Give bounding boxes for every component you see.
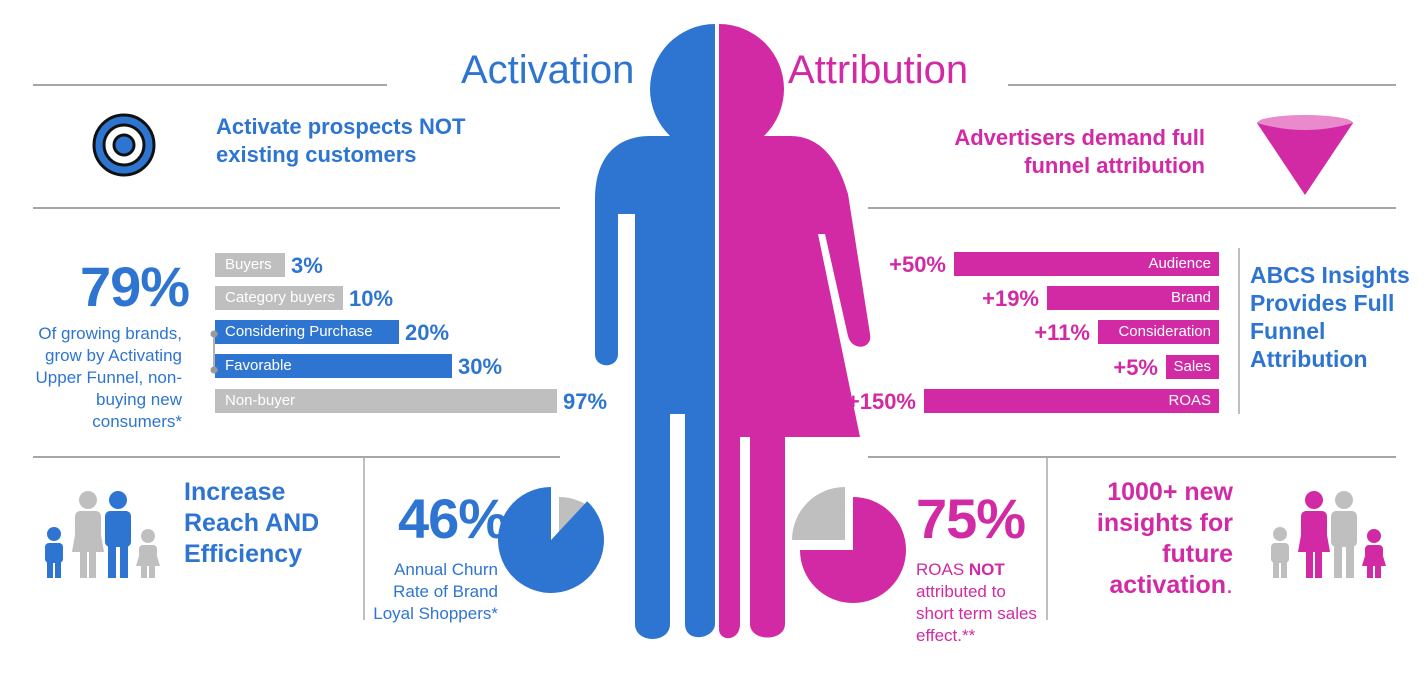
attribution-title: Attribution xyxy=(788,48,969,92)
right-bar-value: +150% xyxy=(846,389,916,414)
person-icon xyxy=(595,24,871,639)
target-icon xyxy=(92,113,156,177)
divider xyxy=(1238,248,1240,414)
left-bar-non-buyer: Non-buyer xyxy=(215,389,557,413)
stat-79-value: 79% xyxy=(80,255,190,318)
left-bar-value: 20% xyxy=(405,320,450,345)
left-bar-considering-purchase: Considering Purchase xyxy=(215,320,399,344)
left-bar-favorable: Favorable xyxy=(215,354,452,378)
right-bar-value: +50% xyxy=(889,252,946,277)
right-bar-consideration: Consideration xyxy=(1098,320,1219,344)
new-insights-main: 1000+ new insights for future activation xyxy=(1096,478,1233,599)
roas-pie xyxy=(792,487,906,603)
right-bar-audience: Audience xyxy=(954,252,1219,276)
new-insights-text: 1000+ new insights for future activation… xyxy=(1060,477,1233,601)
divider xyxy=(33,84,387,86)
divider xyxy=(363,458,365,620)
pie-slice-value xyxy=(498,487,604,593)
bar-connector xyxy=(210,330,218,374)
churn-pie xyxy=(498,487,604,593)
right-bar-value: +11% xyxy=(1034,320,1090,345)
pie-slice-value xyxy=(800,497,906,603)
divider xyxy=(33,456,560,458)
left-bar-value: 30% xyxy=(458,354,503,379)
abcs-insights-text: ABCS Insights Provides Full Funnel Attri… xyxy=(1250,262,1410,372)
right-bar-brand: Brand xyxy=(1047,286,1219,310)
advertisers-headline: Advertisers demand full funnel attributi… xyxy=(954,125,1205,178)
roas-caption-bold: NOT xyxy=(968,560,1005,579)
stat-79-caption: Of growing brands, grow by Activating Up… xyxy=(35,324,182,431)
family-icon xyxy=(1271,491,1386,578)
divider xyxy=(33,207,560,209)
family-icon xyxy=(45,491,160,578)
roas-caption-prefix: ROAS xyxy=(916,560,969,579)
left-bar-value: 97% xyxy=(563,389,608,414)
right-bar-roas: ROAS xyxy=(924,389,1219,413)
divider xyxy=(1046,458,1048,620)
funnel-icon xyxy=(1257,115,1353,195)
divider xyxy=(868,207,1396,209)
right-bar-value: +5% xyxy=(1113,355,1158,380)
right-bar-value: +19% xyxy=(982,286,1039,311)
roas-value: 75% xyxy=(916,487,1026,550)
left-bar-value: 3% xyxy=(291,253,323,278)
churn-value: 46% xyxy=(398,487,508,550)
divider xyxy=(1008,84,1396,86)
left-bar-category-buyers: Category buyers xyxy=(215,286,343,310)
right-bar-sales: Sales xyxy=(1166,355,1219,379)
reach-text: Increase Reach AND Efficiency xyxy=(184,478,320,568)
activate-headline: Activate prospects NOT existing customer… xyxy=(216,114,466,167)
left-bar-value: 10% xyxy=(349,286,394,311)
roas-caption-rest: attributed to short term sales effect.** xyxy=(916,582,1037,645)
activation-title: Activation xyxy=(461,48,635,92)
new-insights-period: . xyxy=(1226,571,1233,599)
pie-slice-rest xyxy=(792,487,845,540)
churn-caption: Annual Churn Rate of Brand Loyal Shopper… xyxy=(373,560,498,623)
divider xyxy=(868,456,1396,458)
left-bar-buyers: Buyers xyxy=(215,253,285,277)
roas-caption: ROAS NOT attributed to short term sales … xyxy=(916,559,1046,647)
